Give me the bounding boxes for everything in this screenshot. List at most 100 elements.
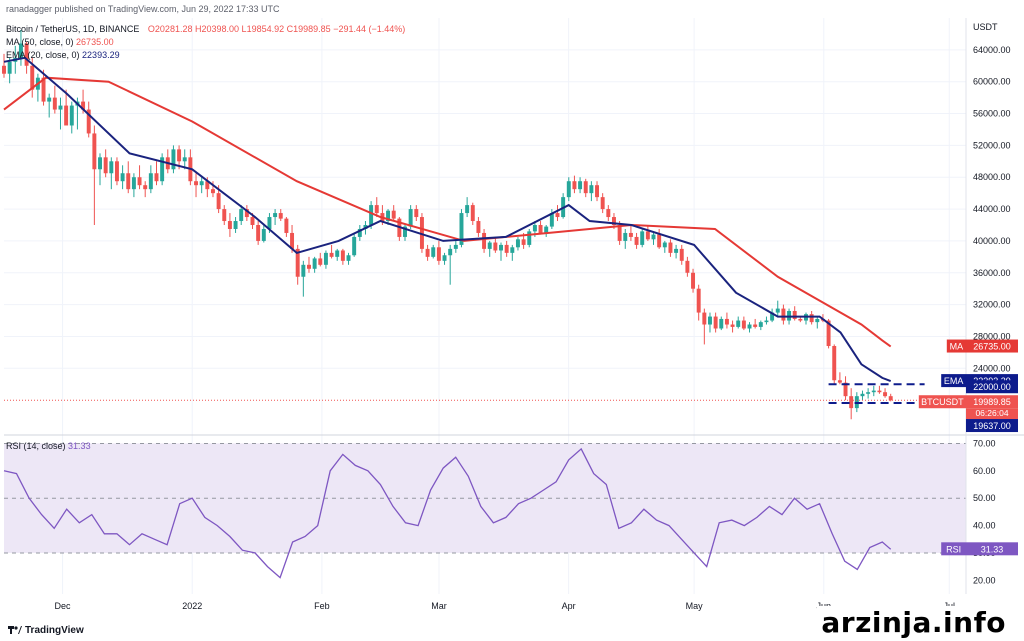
price-tick-label: 32000.00 xyxy=(973,300,1011,310)
candle-body xyxy=(369,205,374,225)
candle-body xyxy=(482,232,487,249)
candle-body xyxy=(837,380,842,383)
candle-body xyxy=(69,105,74,126)
candle-body xyxy=(148,173,153,190)
ohlc-low: 19854.92 xyxy=(246,24,285,34)
candle-body xyxy=(877,390,882,393)
candle-body xyxy=(674,248,679,253)
ma-legend[interactable]: MA (50, close, 0) 26735.00 xyxy=(6,37,114,47)
ohlc-close-label: C xyxy=(286,24,294,34)
candle-body xyxy=(30,65,35,90)
ema-legend[interactable]: EMA (20, close, 0) 22393.29 xyxy=(6,50,120,60)
candle-body xyxy=(459,213,464,245)
candle-body xyxy=(239,209,244,222)
btcusdt-price-tag-value: 19989.85 xyxy=(973,397,1011,407)
candle-body xyxy=(386,210,391,222)
ema-legend-value: 22393.29 xyxy=(82,50,120,60)
candle-body xyxy=(843,382,848,397)
symbol-ohlc-line: Bitcoin / TetherUS, 1D, BINANCE O20281.2… xyxy=(6,24,405,34)
ma-50-line xyxy=(3,76,892,348)
candle-body xyxy=(589,185,594,194)
candle-body xyxy=(510,247,515,253)
candle-body xyxy=(713,316,718,329)
candle-body xyxy=(634,236,639,245)
rsi-value-tag-value: 31.33 xyxy=(981,544,1004,554)
candle-body xyxy=(216,193,221,210)
btcusdt-price-tag-name-box xyxy=(918,395,966,409)
rsi-legend[interactable]: RSI (14, close) 31.33 xyxy=(6,441,91,451)
candle-body xyxy=(572,181,577,190)
rsi-tick-label: 70.00 xyxy=(973,438,996,448)
candle-body xyxy=(425,248,430,257)
price-tick-label: 48000.00 xyxy=(973,172,1011,182)
candle-body xyxy=(374,205,379,214)
price-tick-label: 52000.00 xyxy=(973,140,1011,150)
candle-body xyxy=(747,324,752,329)
candle-body xyxy=(493,242,498,251)
time-tick-label: Dec xyxy=(55,601,72,611)
candle-body xyxy=(555,213,560,218)
time-tick-label: Mar xyxy=(431,601,447,611)
price-tick-label: 24000.00 xyxy=(973,363,1011,373)
candle-body xyxy=(290,232,295,249)
candle-body xyxy=(307,264,311,269)
candle-body xyxy=(849,396,854,409)
candle-body xyxy=(758,322,763,327)
candle-body xyxy=(2,65,6,74)
candle-body xyxy=(408,209,413,227)
candle-body xyxy=(143,185,148,190)
candle-body xyxy=(453,244,458,249)
ma-price-tag-name: MA xyxy=(950,342,964,352)
candle-body xyxy=(606,209,611,218)
candle-body xyxy=(860,393,865,397)
candle-body xyxy=(352,236,357,256)
ema-20-line xyxy=(3,56,892,383)
candle-body xyxy=(708,316,712,325)
candle-body xyxy=(832,346,837,381)
candle-body xyxy=(527,231,532,245)
ma-price-tag-name-box xyxy=(946,339,966,353)
candle-body xyxy=(160,157,165,182)
rsi-value-tag-name: RSI xyxy=(946,544,961,554)
candle-body xyxy=(250,217,255,225)
candle-body xyxy=(318,258,323,265)
candle-body xyxy=(736,320,741,327)
rsi-value-tag-name-box xyxy=(941,542,966,556)
tradingview-brand[interactable]: TradingView xyxy=(8,625,84,636)
ohlc-change: −291.44 (−1.44%) xyxy=(333,24,406,34)
candle-body xyxy=(448,248,453,256)
candle-body xyxy=(7,61,12,74)
price-tick-label: 36000.00 xyxy=(973,268,1011,278)
candle-body xyxy=(391,210,396,219)
candle-body xyxy=(357,228,362,237)
candle-body xyxy=(295,248,300,277)
candle-body xyxy=(826,320,831,347)
btcusdt-price-tag-value-box xyxy=(966,395,1018,409)
candle-body xyxy=(668,242,673,253)
time-tick-label: Feb xyxy=(314,601,330,611)
candle-body xyxy=(583,181,588,194)
candle-body xyxy=(702,312,707,325)
candle-body xyxy=(595,185,600,198)
candle-body xyxy=(578,181,583,190)
candle-body xyxy=(363,225,368,229)
tradingview-brand-label: TradingView xyxy=(25,625,84,636)
tradingview-logo-icon xyxy=(8,626,22,635)
candle-body xyxy=(64,105,69,126)
rsi-line xyxy=(3,447,892,579)
time-tick-label: Apr xyxy=(562,601,576,611)
rsi-value-tag-value-box xyxy=(966,542,1018,556)
candle-body xyxy=(871,390,876,393)
btcusdt-price-tag-name: BTCUSDT xyxy=(921,397,964,407)
price-tick-label: 28000.00 xyxy=(973,331,1011,341)
candle-body xyxy=(753,324,758,327)
price-tick-label: 44000.00 xyxy=(973,204,1011,214)
resistance-price-tag-value: 22000.00 xyxy=(973,382,1011,392)
candle-body xyxy=(199,181,204,186)
candle-body xyxy=(210,189,215,194)
site-watermark: arzinja.info xyxy=(817,606,1010,639)
candle-body xyxy=(103,157,108,174)
candle-body xyxy=(126,173,131,190)
candle-body xyxy=(194,181,199,186)
